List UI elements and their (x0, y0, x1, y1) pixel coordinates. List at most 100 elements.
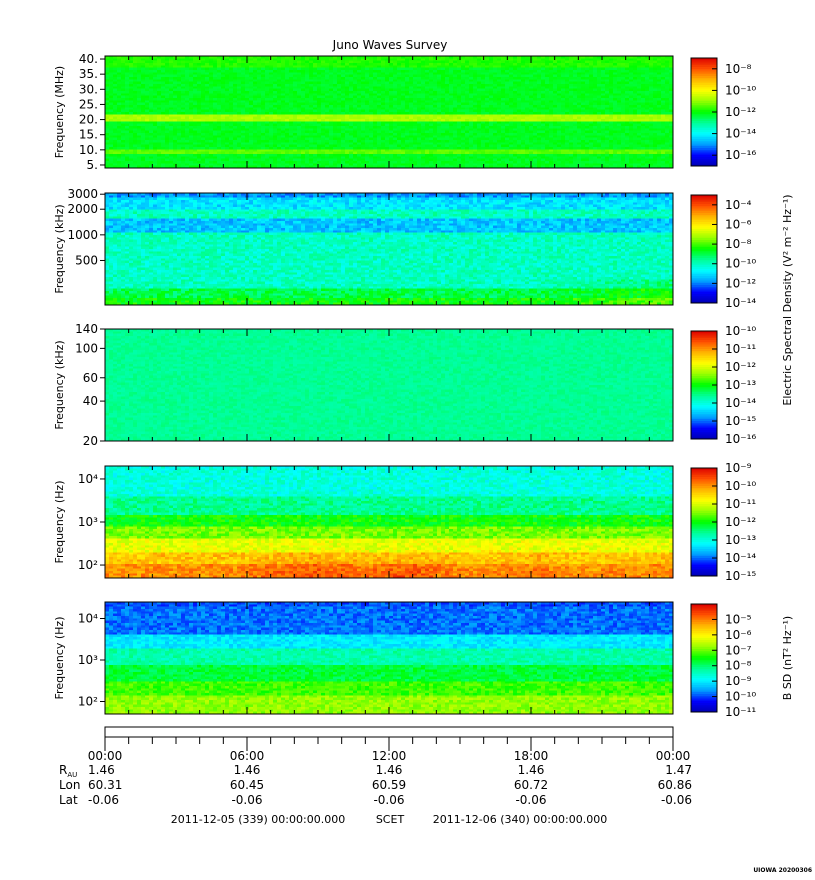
colorbar-tick-label: 10⁻¹³ (725, 533, 756, 547)
colorbar: 10⁻⁴ 10⁻⁶ 10⁻⁸ 10⁻¹⁰ 10⁻¹² 10⁻¹⁴ Electric Spec… (690, 194, 794, 406)
ephemeris-value: -0.06 (373, 793, 404, 807)
colorbar-tick-label: 10⁻⁸ (725, 659, 752, 673)
y-axis-label: Frequency (kHz) (53, 340, 66, 429)
colorbar-label: Electric Spectral Density (V² m⁻² Hz⁻¹) (781, 194, 794, 405)
ephemeris-value: -0.06 (231, 793, 262, 807)
ephemeris-table: 00:00 06:00 12:00 18:00 00:00 RAU 1.46 1.46 1.46… (59, 749, 692, 807)
ephemeris-value: 60.86 (658, 778, 692, 792)
spectrogram-image (105, 56, 674, 169)
colorbar-tick-label: 10⁻¹² (725, 360, 756, 374)
colorbar-tick-label: 10⁻¹⁵ (725, 569, 756, 583)
y-tick-label: 10³ (78, 515, 98, 529)
y-axis-label: Frequency (Hz) (53, 481, 66, 564)
y-tick-label: 500 (75, 253, 98, 267)
colorbar-tick-label: 10⁻⁴ (725, 198, 752, 212)
colorbar-tick-label: 10⁻¹⁰ (725, 324, 756, 338)
colorbar-tick-label: 10⁻¹⁴ (725, 396, 756, 410)
colorbar-tick-label: 10⁻¹⁰ (725, 83, 756, 97)
ephemeris-value: 1.46 (376, 763, 403, 777)
ephemeris-value: 60.72 (514, 778, 548, 792)
y-tick-label: 10³ (78, 653, 98, 667)
time-tick-label: 00:00 (88, 749, 123, 763)
scet-label: SCET (376, 813, 405, 826)
ephemeris-value: 1.46 (518, 763, 545, 777)
y-tick-label: 2000 (67, 202, 98, 216)
y-tick-label: 5. (87, 158, 98, 172)
colorbar: 10⁻¹⁰ 10⁻¹¹ 10⁻¹² 10⁻¹³ 10⁻¹⁴ 10⁻¹⁵ 10⁻¹⁶ (690, 324, 756, 446)
y-tick-label: 25. (79, 97, 98, 111)
colorbar-tick-label: 10⁻¹¹ (725, 342, 756, 356)
colorbar-tick-label: 10⁻⁹ (725, 674, 752, 688)
colorbar-tick-label: 10⁻¹¹ (725, 497, 756, 511)
y-tick-label: 15. (79, 128, 98, 142)
colorbar-tick-label: 10⁻⁹ (725, 461, 752, 475)
y-tick-label: 10² (78, 558, 98, 572)
colorbar-tick-label: 10⁻¹⁶ (725, 432, 756, 446)
spectrogram-image (105, 193, 674, 306)
colorbar-tick-label: 10⁻¹⁰ (725, 690, 756, 704)
colorbar-tick-label: 10⁻¹⁰ (725, 479, 756, 493)
colorbar-tick-label: 10⁻¹⁶ (725, 148, 756, 162)
colorbar-tick-label: 10⁻¹⁵ (725, 414, 756, 428)
time-strip-frame (104, 726, 674, 738)
ephemeris-value: 60.31 (88, 778, 122, 792)
ephemeris-row-label: Lat (59, 793, 78, 807)
colorbar-tick-label: 10⁻¹⁰ (725, 257, 756, 271)
colorbar-tick-label: 10⁻¹⁴ (725, 296, 756, 310)
y-axis-label: Frequency (Hz) (53, 617, 66, 700)
ephemeris-value: -0.06 (515, 793, 546, 807)
y-tick-label: 10. (79, 143, 98, 157)
ephemeris-value: 60.59 (372, 778, 406, 792)
y-tick-label: 30. (79, 82, 98, 96)
colorbar-tick-label: 10⁻¹⁴ (725, 551, 756, 565)
y-tick-label: 40 (83, 394, 98, 408)
spectrogram-image (105, 466, 674, 579)
ephemeris-value: 1.46 (234, 763, 261, 777)
time-axis-strip (104, 726, 674, 751)
colorbar-tick-label: 10⁻¹² (725, 515, 756, 529)
colorbar-tick-label: 10⁻¹⁴ (725, 127, 756, 141)
ephemeris-row-label: Lon (59, 778, 80, 792)
time-tick-label: 06:00 (230, 749, 265, 763)
spectrogram-image (105, 602, 674, 715)
colorbar: 10⁻⁹ 10⁻¹⁰ 10⁻¹¹ 10⁻¹² 10⁻¹³ 10⁻¹⁴ 10⁻¹⁵ (690, 461, 756, 583)
ephemeris-row-label: RAU (59, 763, 77, 779)
colorbar-tick-label: 10⁻⁵ (725, 612, 752, 626)
colorbar-tick-label: 10⁻⁸ (725, 62, 752, 76)
ephemeris-value: -0.06 (88, 793, 119, 807)
colorbar-tick-label: 10⁻¹³ (725, 378, 756, 392)
colorbar-frame (690, 194, 718, 304)
ephemeris-value: -0.06 (661, 793, 692, 807)
scet-end-label: 2011-12-06 (340) 00:00:00.000 (433, 813, 607, 826)
y-tick-label: 20. (79, 113, 98, 127)
figure-title: Juno Waves Survey (332, 38, 448, 52)
colorbar-frame (690, 603, 718, 713)
y-tick-label: 10⁴ (78, 612, 98, 626)
y-tick-label: 10² (78, 695, 98, 709)
colorbar-tick-label: 10⁻¹² (725, 276, 756, 290)
spectrogram-panel-1: 5.10.15.20. 25.30.35.40. Frequency (MHz) 10… (53, 52, 756, 172)
y-tick-label: 100 (75, 341, 98, 355)
spectrogram-panels: 5.10.15.20. 25.30.35.40. Frequency (MHz) 10… (53, 52, 794, 719)
colorbar-tick-label: 10⁻⁸ (725, 237, 752, 251)
colorbar: 10⁻⁸ 10⁻¹⁰ 10⁻¹² 10⁻¹⁴ 10⁻¹⁶ (690, 57, 756, 167)
ephemeris-value: 1.46 (88, 763, 115, 777)
scet-start-label: 2011-12-05 (339) 00:00:00.000 (171, 813, 345, 826)
footer-credit: UIOWA 20200306 (753, 867, 812, 874)
colorbar-tick-label: 10⁻¹¹ (725, 705, 756, 719)
ephemeris-value: 1.47 (665, 763, 692, 777)
y-axis-label: Frequency (MHz) (53, 66, 66, 158)
time-tick-label: 12:00 (372, 749, 407, 763)
ephemeris-row-sublabel: AU (67, 771, 77, 779)
y-tick-label: 3000 (67, 187, 98, 201)
colorbar-tick-label: 10⁻⁶ (725, 628, 752, 642)
y-tick-label: 35. (79, 67, 98, 81)
spectrogram-image (105, 329, 674, 442)
colorbar-tick-label: 10⁻¹² (725, 105, 756, 119)
